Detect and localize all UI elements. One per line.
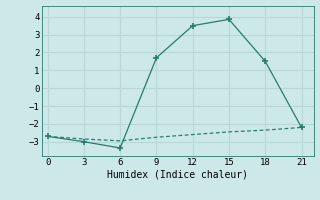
X-axis label: Humidex (Indice chaleur): Humidex (Indice chaleur) <box>107 170 248 180</box>
